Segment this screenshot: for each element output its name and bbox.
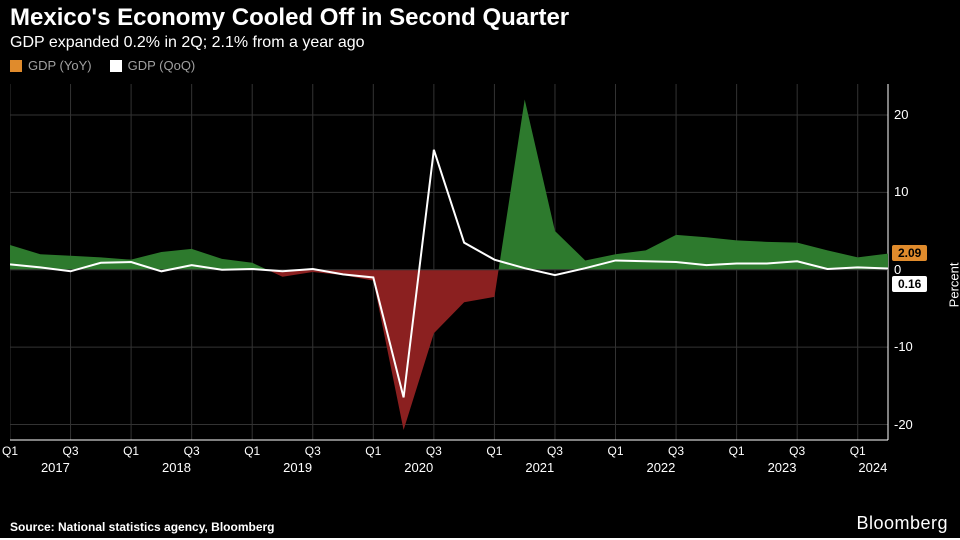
- x-tick-year: 2022: [646, 460, 675, 475]
- x-tick-year: 2024: [858, 460, 887, 475]
- x-tick-quarter: Q1: [244, 444, 260, 458]
- chart-plot: [10, 82, 890, 482]
- x-tick-quarter: Q1: [729, 444, 745, 458]
- series-end-label: 0.16: [892, 276, 927, 292]
- x-tick-quarter: Q3: [668, 444, 684, 458]
- x-tick-quarter: Q1: [486, 444, 502, 458]
- x-tick-year: 2017: [41, 460, 70, 475]
- x-tick-quarter: Q3: [305, 444, 321, 458]
- x-tick-year: 2021: [525, 460, 554, 475]
- x-tick-year: 2023: [768, 460, 797, 475]
- chart-title: Mexico's Economy Cooled Off in Second Qu…: [10, 4, 569, 32]
- legend-label-qoq: GDP (QoQ): [128, 58, 196, 73]
- legend-swatch-qoq: [110, 60, 122, 72]
- legend-item-qoq: GDP (QoQ): [110, 58, 196, 73]
- x-tick-year: 2020: [404, 460, 433, 475]
- y-axis-label: Percent: [947, 263, 960, 308]
- legend-item-yoy: GDP (YoY): [10, 58, 92, 73]
- y-tick-label: 10: [894, 184, 908, 199]
- y-tick-label: 20: [894, 107, 908, 122]
- x-tick-quarter: Q3: [426, 444, 442, 458]
- y-tick-label: 0: [894, 262, 901, 277]
- x-tick-year: 2019: [283, 460, 312, 475]
- x-tick-quarter: Q1: [123, 444, 139, 458]
- y-tick-label: -10: [894, 339, 913, 354]
- x-tick-quarter: Q1: [365, 444, 381, 458]
- x-tick-quarter: Q3: [789, 444, 805, 458]
- brand-logo: Bloomberg: [856, 513, 948, 534]
- series-end-label: 2.09: [892, 245, 927, 261]
- chart-frame: Mexico's Economy Cooled Off in Second Qu…: [0, 0, 960, 540]
- x-tick-quarter: Q3: [63, 444, 79, 458]
- x-tick-quarter: Q1: [2, 444, 18, 458]
- legend: GDP (YoY) GDP (QoQ): [10, 58, 195, 73]
- chart-subtitle: GDP expanded 0.2% in 2Q; 2.1% from a yea…: [10, 34, 365, 52]
- x-tick-quarter: Q1: [850, 444, 866, 458]
- source-text: Source: National statistics agency, Bloo…: [10, 520, 275, 534]
- legend-swatch-yoy: [10, 60, 22, 72]
- y-tick-label: -20: [894, 417, 913, 432]
- x-tick-quarter: Q1: [608, 444, 624, 458]
- legend-label-yoy: GDP (YoY): [28, 58, 92, 73]
- x-tick-quarter: Q3: [547, 444, 563, 458]
- x-tick-year: 2018: [162, 460, 191, 475]
- x-tick-quarter: Q3: [184, 444, 200, 458]
